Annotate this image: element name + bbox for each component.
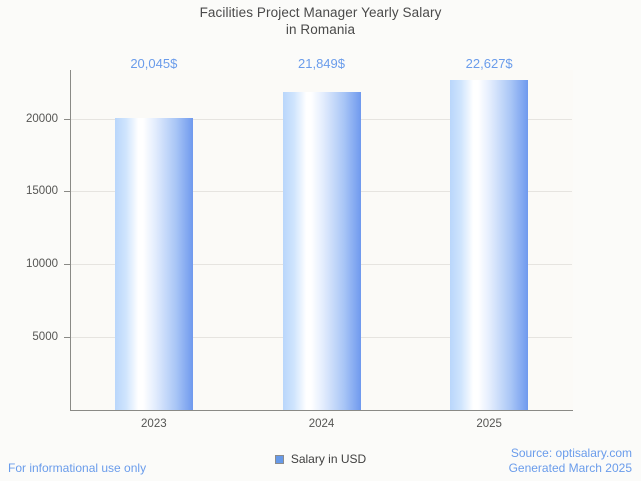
- y-axis-tick-label: 10000: [26, 258, 58, 270]
- chart-title: Facilities Project Manager Yearly Salary…: [0, 4, 641, 38]
- bar-value-label-2024: 21,849$: [298, 56, 345, 71]
- y-axis-line: [70, 70, 71, 411]
- x-axis-line: [70, 410, 573, 411]
- legend-item-label: Salary in USD: [290, 452, 367, 466]
- x-axis-tick-label-2024: 2024: [308, 418, 335, 430]
- disclaimer-text: For informational use only: [8, 461, 147, 475]
- square-marker-icon: [274, 454, 284, 464]
- bar-value-label-2023: 20,045$: [130, 56, 178, 71]
- chart-legend: Salary in USD: [0, 452, 641, 466]
- y-axis-tick-label: 5000: [32, 331, 58, 343]
- chart-title-line-2: in Romania: [285, 22, 356, 37]
- bar-2025[interactable]: [450, 80, 529, 410]
- x-axis-tick-label-2025: 2025: [476, 418, 502, 430]
- bar-value-label-2025: 22,627$: [465, 56, 513, 71]
- y-axis-tick-mark: [64, 119, 70, 120]
- y-axis-tick-label: 20000: [26, 113, 58, 125]
- chart-title-line-1: Facilities Project Manager Yearly Salary: [199, 5, 442, 20]
- generated-text: Generated March 2025: [508, 461, 632, 475]
- bar-2023[interactable]: [114, 117, 193, 410]
- source-text: Source: optisalary.com: [510, 446, 632, 460]
- y-axis-tick-mark: [64, 191, 70, 192]
- y-axis-tick-mark: [64, 264, 70, 265]
- y-axis-tick-mark: [64, 337, 70, 338]
- x-axis-tick-label-2023: 2023: [141, 418, 167, 430]
- source-block: Source: optisalary.com Generated March 2…: [509, 446, 632, 476]
- y-axis-tick-label: 15000: [26, 185, 58, 197]
- bar-2024[interactable]: [282, 91, 361, 410]
